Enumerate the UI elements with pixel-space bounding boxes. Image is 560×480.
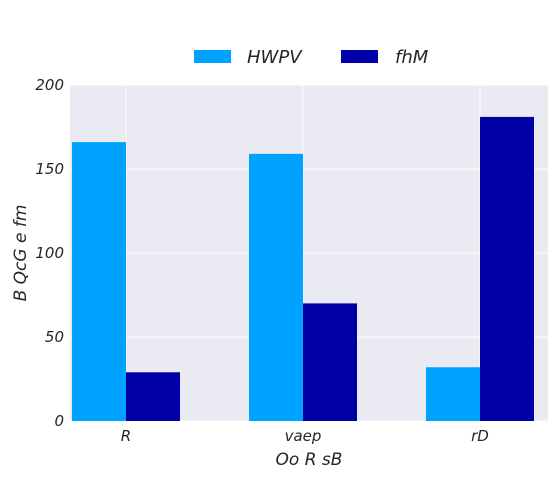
bar-fhM-vaep (303, 303, 357, 421)
bar-HWPV-rD (426, 367, 480, 421)
y-tick-label: 50 (45, 328, 64, 346)
bar-fhM-R (126, 372, 180, 421)
y-axis-label: B QcG e fm (11, 205, 31, 302)
legend-label-HWPV: HWPV (247, 47, 303, 68)
x-tick-label: rD (471, 427, 489, 445)
y-tick-label: 0 (54, 412, 64, 430)
bars (72, 116, 534, 422)
x-axis-label: Oo R sB (276, 450, 343, 470)
bar-HWPV-vaep (249, 153, 303, 421)
legend-swatch-fhM (341, 50, 378, 63)
x-tick-label: vaep (285, 427, 322, 445)
bar-fhM-rD (480, 116, 534, 422)
bar-HWPV-R (72, 142, 126, 421)
y-tick-label: 150 (35, 160, 64, 178)
y-tick-labels: 0 50 100 150 200 (35, 76, 64, 430)
x-tick-label: R (121, 427, 131, 445)
legend-label-fhM: fhM (395, 47, 429, 68)
legend: HWPV fhM (194, 47, 429, 68)
y-tick-label: 100 (35, 244, 64, 262)
legend-swatch-HWPV (194, 50, 231, 63)
y-tick-label: 200 (35, 76, 64, 94)
